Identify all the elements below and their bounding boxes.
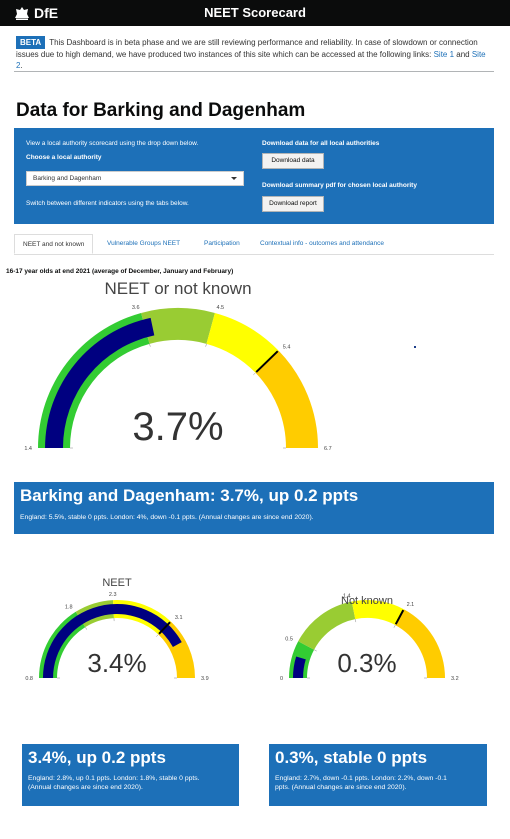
gauge-value-bar (42, 603, 182, 678)
gauge-title: Not known (341, 595, 393, 607)
download-all-label: Download data for all local authorities (262, 140, 380, 147)
gauge-tick-label: 1.4 (343, 594, 351, 600)
gauge-value-bar (45, 317, 155, 448)
gauge-tick-label: 3.9 (201, 676, 209, 682)
local-authority-select[interactable]: Barking and Dagenham (26, 171, 244, 186)
indicator-tabs: NEET and not known Vulnerable Groups NEE… (14, 234, 494, 255)
download-pdf-label: Download summary pdf for chosen local au… (262, 182, 417, 189)
download-data-button[interactable]: Download data (262, 153, 324, 169)
neet-summary-sub-2: (Annual changes are since end 2020). (28, 784, 143, 791)
tab-participation[interactable]: Participation (204, 240, 240, 247)
gauge-tick-label: 6.7 (324, 446, 332, 452)
site-2-link[interactable]: Site 2 (16, 50, 486, 70)
gauge-tick (156, 634, 159, 637)
gauge-tick-label: 3.2 (451, 676, 459, 682)
beta-banner: BETA This Dashboard is in beta phase and … (16, 36, 492, 71)
tab-contextual-info[interactable]: Contextual info - outcomes and attendanc… (260, 240, 384, 247)
gauge-tick-label: 0 (280, 676, 283, 682)
gauge-tick-label: 2.3 (109, 592, 117, 598)
gauge-tick-label: 1.8 (65, 605, 73, 611)
notknown-summary-heading: 0.3%, stable 0 ppts (275, 748, 428, 767)
main-summary-heading: Barking and Dagenham: 3.7%, up 0.2 ppts (20, 486, 359, 505)
gauge-value-bar (292, 656, 306, 678)
gauge-value: 0.3% (337, 648, 396, 678)
neet-summary-heading: 3.4%, up 0.2 ppts (28, 748, 166, 767)
gauge-value: 3.7% (132, 405, 223, 449)
tab-vulnerable-groups[interactable]: Vulnerable Groups NEET (107, 240, 181, 247)
gauge-neet-or-not-known: 1.4 3.6 4.5 5.4 6.7 NEET or not known 3.7% (24, 279, 332, 452)
gauge-tick (253, 372, 256, 376)
gauge-tick-label: 4.5 (216, 305, 224, 311)
tab-neet-and-not-known[interactable]: NEET and not known (14, 234, 94, 254)
beta-and: and (454, 50, 472, 59)
gauge-tick-label: 0.5 (285, 636, 293, 642)
main-summary-card: Barking and Dagenham: 3.7%, up 0.2 ppts … (14, 482, 494, 534)
gauge-threshold-marker (255, 350, 279, 373)
gauge-tick-label: 0.8 (25, 676, 33, 682)
notknown-summary-card: 0.3%, stable 0 ppts England: 2.7%, down … (269, 744, 487, 806)
gauge-band (206, 312, 279, 373)
gauge-threshold-marker (394, 609, 405, 625)
gauge-band (141, 308, 215, 344)
gauge-tick (393, 624, 396, 628)
logo-text: DfE (34, 5, 59, 21)
controls-panel: View a local authority scorecard using t… (14, 128, 494, 224)
page-title: Data for Barking and Dagenham (16, 100, 306, 121)
beta-text: This Dashboard is in beta phase and we a… (16, 38, 478, 59)
neet-summary-sub-1: England: 2.8%, up 0.1 ppts. London: 1.8%… (28, 775, 200, 782)
gauge-neet: 0.8 1.8 2.3 3.1 3.9 NEET 3.4% (25, 577, 209, 682)
notknown-summary-sub-1: England: 2.7%, down -0.1 ppts. London: 2… (275, 775, 447, 782)
gauge-tick-label: 1.4 (24, 446, 32, 452)
app-title: NEET Scorecard (204, 5, 306, 20)
gauge-title: NEET (102, 577, 132, 589)
gauge-band (255, 350, 318, 448)
view-hint: View a local authority scorecard using t… (26, 140, 199, 147)
dfe-logo[interactable]: DfE (14, 5, 58, 21)
gauge-tick (85, 626, 88, 630)
stray-dot (414, 346, 416, 348)
gauge-band (298, 601, 356, 650)
crest-icon (15, 6, 29, 20)
download-report-button[interactable]: Download report (262, 196, 324, 212)
gauge-band (395, 609, 445, 678)
chevron-down-icon (231, 177, 237, 180)
choose-la-label: Choose a local authority (26, 154, 102, 161)
period-caption: 16-17 year olds at end 2021 (average of … (6, 268, 234, 275)
main-summary-sub: England: 5.5%, stable 0 ppts. London: 4%… (20, 514, 314, 521)
site-1-link[interactable]: Site 1 (433, 50, 455, 59)
divider (14, 71, 494, 72)
gauge-threshold-marker (158, 621, 171, 635)
switch-hint: Switch between different indicators usin… (26, 200, 189, 207)
beta-end: . (20, 61, 23, 70)
gauge-not-known: 0 0.5 1.4 2.1 3.2 Not known 0.3% (280, 594, 459, 682)
gauge-tick (205, 343, 207, 347)
beta-tag: BETA (16, 36, 46, 49)
gauge-band (351, 600, 404, 626)
gauge-tick-label: 2.1 (407, 602, 415, 608)
selected-la: Barking and Dagenham (33, 175, 102, 182)
gauge-value: 3.4% (87, 648, 146, 678)
gauge-title: NEET or not known (104, 279, 251, 298)
neet-summary-card: 3.4%, up 0.2 ppts England: 2.8%, up 0.1 … (22, 744, 239, 806)
gauge-tick-label: 3.1 (175, 615, 183, 621)
gauge-tick-label: 5.4 (283, 344, 291, 350)
gauge-tick-label: 3.6 (132, 305, 140, 311)
notknown-summary-sub-2: ppts. (Annual changes are since end 2020… (275, 784, 407, 791)
gauge-tick (355, 619, 357, 623)
gauge-tick (149, 343, 151, 347)
gauge-tick (313, 649, 317, 652)
top-bar: DfE NEET Scorecard (0, 0, 510, 26)
